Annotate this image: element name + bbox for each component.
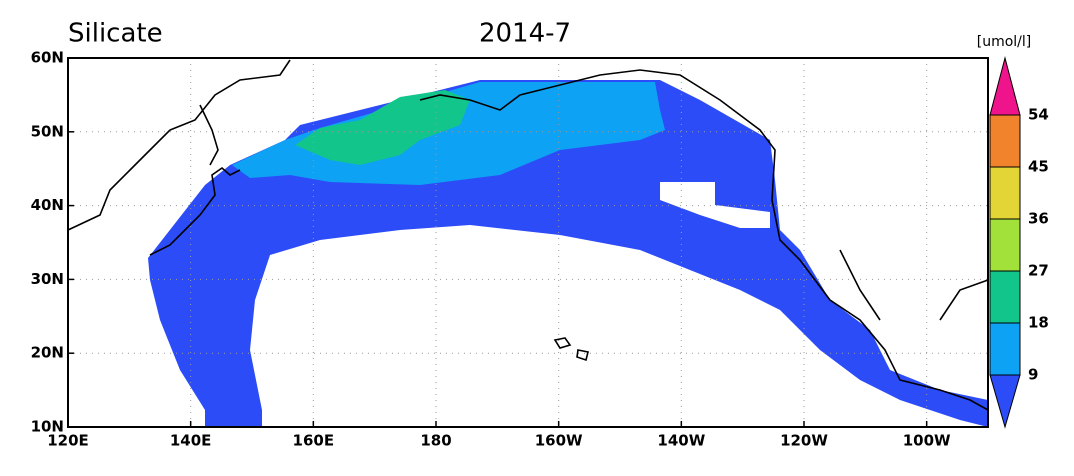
colorbar-label: 18 (1028, 314, 1049, 332)
colorbar-high (989, 56, 1021, 116)
x-tick-label: 140E (170, 432, 212, 450)
colorbar-label: 45 (1028, 158, 1049, 176)
axes: 120E 140E 160E 180 160W 140W 120W 100W 10N 20N 30N… (31, 49, 951, 450)
coastline (939, 279, 989, 321)
coastline (67, 59, 291, 231)
colorbar-low (989, 374, 1021, 429)
coastline (839, 249, 881, 321)
island (576, 349, 589, 362)
x-tick-label: 120W (780, 432, 828, 450)
coastline (149, 166, 241, 256)
x-tick-label: 120E (47, 432, 89, 450)
y-tick-label: 50N (31, 122, 64, 140)
colorbar: 9 18 27 36 45 54 (989, 56, 1049, 429)
colorbar-label: 36 (1028, 210, 1049, 228)
y-tick-label: 40N (31, 196, 64, 214)
y-tick-label: 20N (31, 344, 64, 362)
coastline (419, 69, 989, 411)
date: 2014-7 (479, 19, 571, 49)
field-region (295, 90, 470, 165)
field (148, 80, 988, 427)
colorbar-label: 54 (1028, 106, 1049, 124)
colorbar-box (989, 270, 1021, 324)
y-tick-label: 10N (31, 418, 64, 436)
map-frame (67, 57, 989, 428)
x-tick-label: 160E (293, 432, 335, 450)
island (553, 337, 572, 349)
colorbar-box (989, 114, 1021, 168)
colorbar-label: 9 (1028, 366, 1038, 384)
x-tick-label: 160W (535, 432, 583, 450)
colorbar-box (989, 218, 1021, 272)
coastline (199, 104, 219, 166)
colorbar-box (989, 166, 1021, 220)
title: Silicate (68, 19, 163, 49)
x-tick-label: 140W (657, 432, 705, 450)
x-tick-label: 100W (903, 432, 951, 450)
colorbar-box (989, 322, 1021, 376)
colorbar-label: 27 (1028, 262, 1049, 280)
coastlines (67, 59, 989, 411)
field-gap (660, 182, 770, 228)
y-tick-label: 60N (31, 49, 64, 67)
y-tick-label: 30N (31, 270, 64, 288)
unit: [umol/l] (977, 34, 1032, 50)
x-tick-label: 180 (420, 432, 451, 450)
